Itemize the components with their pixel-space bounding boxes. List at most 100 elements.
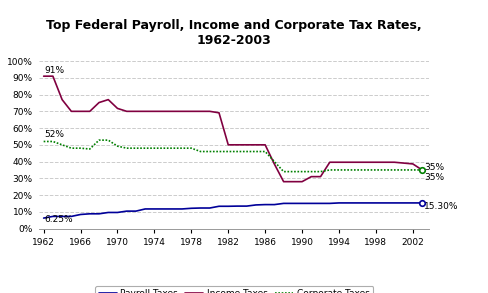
Corporate Taxes (244, 150, 250, 153)
Line: Payroll Taxes: Payroll Taxes (43, 203, 422, 218)
Payroll Taxes (124, 209, 130, 213)
Text: 52%: 52% (44, 130, 64, 139)
Corporate Taxes (59, 143, 65, 146)
Income Taxes (133, 110, 139, 113)
Income Taxes (401, 161, 407, 165)
Corporate Taxes (216, 150, 222, 153)
Corporate Taxes (354, 168, 360, 172)
Income Taxes (161, 110, 166, 113)
Payroll Taxes (382, 201, 388, 205)
Payroll Taxes (115, 211, 121, 214)
Corporate Taxes (253, 150, 259, 153)
Income Taxes (373, 161, 379, 164)
Corporate Taxes (382, 168, 388, 172)
Payroll Taxes (207, 206, 213, 210)
Corporate Taxes (151, 146, 157, 150)
Corporate Taxes (161, 146, 166, 150)
Legend: Payroll Taxes, Income Taxes, Corporate Taxes: Payroll Taxes, Income Taxes, Corporate T… (95, 286, 373, 293)
Income Taxes (225, 143, 231, 146)
Corporate Taxes (336, 168, 342, 172)
Payroll Taxes (105, 211, 111, 214)
Corporate Taxes (281, 170, 286, 173)
Corporate Taxes (327, 168, 333, 172)
Corporate Taxes (198, 150, 203, 153)
Corporate Taxes (373, 168, 379, 172)
Payroll Taxes (318, 202, 324, 205)
Income Taxes (290, 180, 296, 183)
Payroll Taxes (59, 215, 65, 218)
Payroll Taxes (198, 206, 203, 210)
Payroll Taxes (235, 204, 241, 208)
Income Taxes (327, 161, 333, 164)
Income Taxes (346, 161, 351, 164)
Income Taxes (124, 110, 130, 113)
Payroll Taxes (281, 202, 286, 205)
Payroll Taxes (253, 203, 259, 207)
Payroll Taxes (216, 205, 222, 208)
Payroll Taxes (87, 212, 93, 216)
Corporate Taxes (225, 150, 231, 153)
Income Taxes (87, 110, 93, 113)
Payroll Taxes (290, 202, 296, 205)
Payroll Taxes (346, 201, 351, 205)
Payroll Taxes (354, 201, 360, 205)
Corporate Taxes (401, 168, 407, 172)
Corporate Taxes (78, 146, 83, 150)
Income Taxes (318, 175, 324, 178)
Line: Income Taxes: Income Taxes (43, 76, 422, 182)
Income Taxes (41, 74, 46, 78)
Payroll Taxes (419, 201, 425, 205)
Corporate Taxes (419, 168, 425, 172)
Payroll Taxes (262, 203, 268, 206)
Payroll Taxes (68, 215, 74, 218)
Corporate Taxes (188, 146, 194, 150)
Payroll Taxes (410, 201, 416, 205)
Corporate Taxes (124, 146, 130, 150)
Payroll Taxes (299, 202, 305, 205)
Corporate Taxes (207, 150, 213, 153)
Payroll Taxes (179, 207, 185, 211)
Corporate Taxes (391, 168, 397, 172)
Income Taxes (391, 161, 397, 164)
Corporate Taxes (87, 147, 93, 151)
Income Taxes (105, 98, 111, 101)
Payroll Taxes (41, 216, 46, 220)
Payroll Taxes (142, 207, 148, 211)
Payroll Taxes (327, 202, 333, 205)
Income Taxes (354, 161, 360, 164)
Payroll Taxes (151, 207, 157, 211)
Income Taxes (151, 110, 157, 113)
Income Taxes (382, 161, 388, 164)
Income Taxes (207, 110, 213, 113)
Corporate Taxes (235, 150, 241, 153)
Income Taxes (253, 143, 259, 146)
Corporate Taxes (290, 170, 296, 173)
Income Taxes (142, 110, 148, 113)
Text: 35%: 35% (424, 163, 444, 172)
Income Taxes (281, 180, 286, 183)
Payroll Taxes (401, 201, 407, 205)
Corporate Taxes (271, 160, 277, 163)
Corporate Taxes (299, 170, 305, 173)
Income Taxes (410, 162, 416, 166)
Title: Top Federal Payroll, Income and Corporate Tax Rates,
1962-2003: Top Federal Payroll, Income and Corporat… (46, 19, 422, 47)
Income Taxes (216, 111, 222, 115)
Text: 91%: 91% (44, 66, 65, 74)
Corporate Taxes (68, 146, 74, 150)
Corporate Taxes (262, 150, 268, 153)
Payroll Taxes (308, 202, 314, 205)
Payroll Taxes (161, 207, 166, 211)
Income Taxes (170, 110, 176, 113)
Income Taxes (235, 143, 241, 146)
Income Taxes (50, 74, 56, 78)
Income Taxes (179, 110, 185, 113)
Payroll Taxes (364, 201, 369, 205)
Income Taxes (68, 110, 74, 113)
Income Taxes (271, 162, 277, 166)
Income Taxes (96, 101, 102, 104)
Payroll Taxes (188, 207, 194, 210)
Corporate Taxes (308, 170, 314, 173)
Line: Corporate Taxes: Corporate Taxes (43, 140, 422, 172)
Corporate Taxes (105, 138, 111, 142)
Income Taxes (188, 110, 194, 113)
